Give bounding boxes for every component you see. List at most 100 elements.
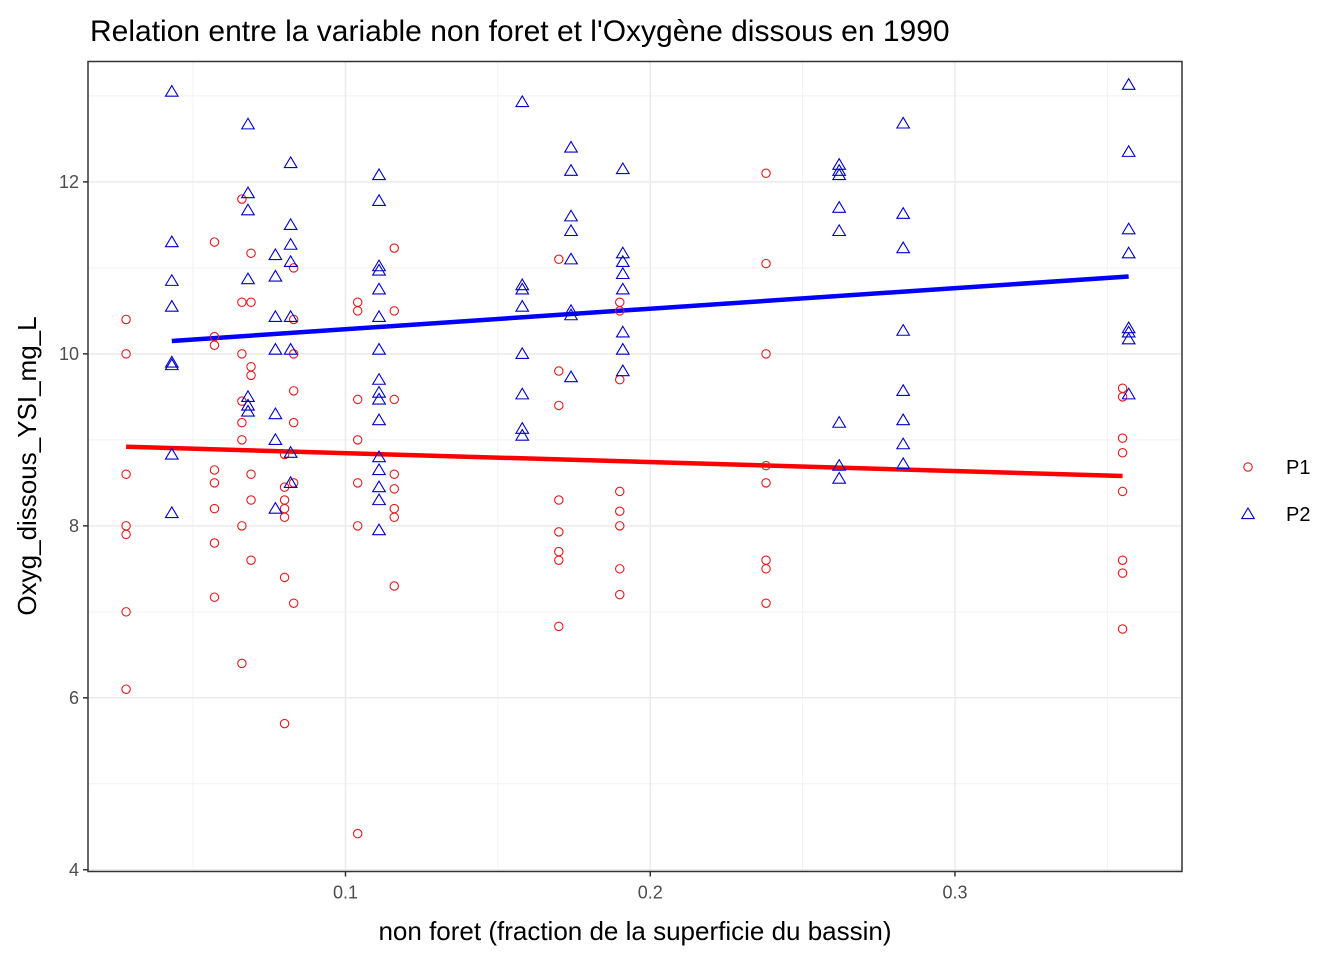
point-p2 (283, 309, 298, 323)
point-p2 (895, 456, 911, 470)
point-p2 (563, 163, 579, 176)
point-p2 (563, 252, 579, 265)
point-p1 (389, 484, 400, 494)
point-p1 (279, 718, 290, 729)
grid-minor (88, 61, 1182, 872)
y-axis-ticks: 4 6 8 10 12 (59, 172, 88, 880)
point-p1 (389, 512, 400, 522)
point-p2 (615, 161, 631, 175)
point-p1 (121, 684, 131, 694)
point-p2 (615, 342, 631, 355)
point-p2 (240, 389, 256, 402)
point-p2 (371, 392, 387, 405)
point-p2 (895, 383, 911, 396)
point-p2 (1121, 246, 1136, 259)
point-p1 (209, 340, 220, 351)
point-p2 (268, 406, 283, 420)
point-p1 (554, 555, 564, 565)
point-p2 (514, 428, 530, 441)
point-p1 (761, 349, 771, 359)
point-p2 (371, 492, 387, 506)
point-p1 (121, 314, 131, 325)
point-p2 (895, 206, 911, 219)
y-tick-label: 8 (69, 516, 79, 536)
legend-label-p2: P2 (1286, 504, 1310, 526)
point-p1 (389, 394, 400, 405)
point-p1 (279, 512, 290, 522)
point-p1 (1117, 486, 1128, 497)
point-p1 (121, 529, 131, 540)
point-p2 (831, 200, 847, 213)
point-p2 (164, 84, 180, 97)
point-p2 (371, 385, 387, 398)
point-p2 (563, 303, 579, 317)
point-p1 (279, 449, 290, 460)
point-p2 (563, 369, 579, 383)
x-axis-ticks: 0.1 0.2 0.3 (333, 871, 967, 903)
point-p2 (895, 323, 911, 336)
point-p1 (554, 366, 564, 376)
point-p1 (554, 527, 564, 537)
point-p1 (1117, 624, 1128, 634)
point-p1 (237, 417, 247, 428)
point-p2 (164, 355, 180, 368)
point-p1 (288, 598, 299, 608)
point-p1 (352, 828, 363, 839)
point-p2 (831, 223, 847, 237)
point-p2 (563, 308, 579, 321)
y-tick-label: 12 (59, 172, 79, 192)
data-points (121, 77, 1136, 839)
point-p1 (209, 592, 220, 602)
point-p1 (554, 254, 564, 265)
point-p2 (371, 263, 387, 276)
point-p2 (371, 449, 387, 463)
point-p2 (371, 309, 387, 323)
point-p2 (895, 116, 911, 129)
point-p1 (389, 469, 400, 479)
y-axis-title: Oxyg_dissous_YSI_mg_L (12, 316, 42, 615)
point-p1 (615, 564, 625, 574)
point-p2 (371, 372, 387, 385)
point-p1 (761, 564, 771, 574)
point-p1 (1117, 392, 1128, 402)
panel-border (87, 60, 1183, 873)
point-p2 (563, 140, 579, 153)
point-p2 (268, 501, 283, 514)
point-p2 (164, 357, 180, 371)
point-p2 (831, 471, 847, 484)
point-p2 (164, 505, 180, 519)
point-p2 (1121, 222, 1136, 235)
x-tick-label: 0.2 (638, 883, 663, 903)
point-p2 (371, 480, 387, 493)
legend-label-p1: P1 (1286, 457, 1310, 479)
point-p1 (237, 521, 247, 531)
point-p2 (268, 269, 283, 282)
point-p2 (831, 163, 847, 176)
point-p1 (1117, 568, 1128, 578)
point-p1 (615, 521, 625, 531)
point-p2 (371, 342, 387, 355)
legend: P1 P2 (1240, 457, 1310, 526)
point-p2 (514, 346, 530, 360)
point-p1 (209, 237, 220, 247)
point-p1 (761, 598, 771, 608)
point-p2 (164, 234, 180, 248)
point-p1 (237, 658, 247, 669)
point-p1 (761, 460, 771, 471)
point-p1 (288, 263, 299, 273)
point-p2 (240, 398, 256, 411)
point-p1 (246, 297, 256, 308)
point-p2 (514, 277, 530, 291)
point-p1 (237, 297, 247, 308)
point-p2 (240, 203, 256, 216)
point-p1 (237, 349, 247, 359)
point-p2 (615, 363, 631, 377)
point-p2 (283, 155, 298, 169)
point-p1 (288, 417, 299, 428)
point-p2 (268, 432, 283, 445)
point-p2 (563, 223, 579, 237)
fit-line-p2 (171, 274, 1129, 344)
point-p2 (283, 475, 298, 488)
point-p1 (615, 306, 625, 316)
point-p2 (831, 415, 847, 428)
